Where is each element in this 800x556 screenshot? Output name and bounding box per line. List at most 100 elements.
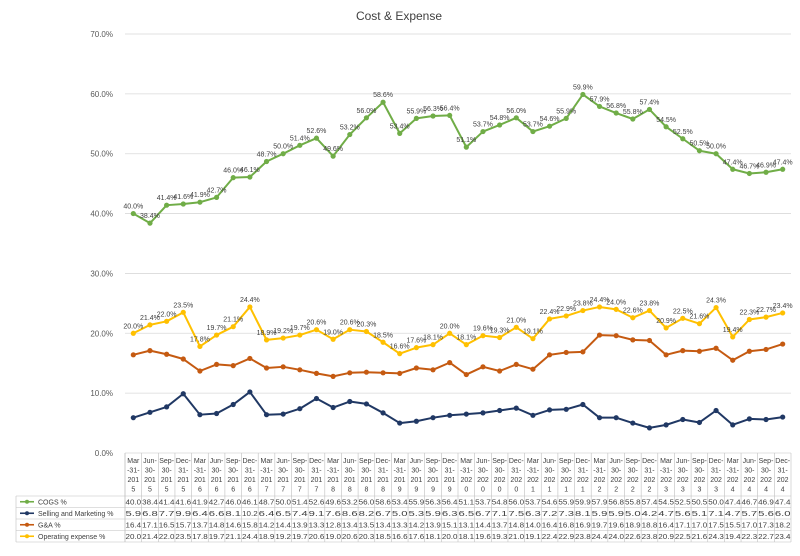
- data-point: [513, 361, 519, 368]
- data-point: [563, 313, 569, 319]
- data-label: 24.4%: [240, 297, 260, 304]
- data-label: 57.4%: [640, 99, 660, 106]
- x-tick-label-part: 1: [531, 487, 535, 494]
- data-point: [130, 210, 136, 217]
- x-tick-label-part: 202: [527, 477, 539, 484]
- x-tick-label-part: 201: [244, 477, 256, 484]
- data-label: 47.4%: [723, 159, 743, 166]
- x-tick-label-part: Sep-: [159, 458, 174, 465]
- x-tick-label-part: -31-: [726, 468, 739, 475]
- x-tick-label: Sep- 30- 202 3: [692, 458, 707, 494]
- x-tick-label: Mar -31- 202 1: [527, 458, 540, 494]
- x-tick-label-part: 0: [514, 487, 518, 494]
- data-label: 40.0%: [123, 204, 143, 211]
- data-point: [613, 415, 619, 421]
- data-point: [680, 315, 686, 321]
- data-point: [213, 361, 220, 368]
- x-tick-label-part: 30-: [545, 468, 556, 475]
- data-label: 21.0%: [506, 317, 526, 324]
- x-tick-label-part: 7: [315, 487, 319, 494]
- table-cell-value: 14.2: [259, 522, 275, 529]
- x-tick-label: Dec- 31- 202 1: [575, 458, 590, 494]
- data-label: 56.0%: [356, 108, 376, 115]
- data-point: [746, 348, 752, 354]
- x-tick-label: Sep- 30- 201 9: [426, 458, 441, 494]
- data-point: [730, 166, 736, 172]
- x-tick-label-part: 30-: [678, 468, 689, 475]
- x-tick-label-part: 8: [348, 487, 352, 494]
- data-point: [630, 337, 636, 343]
- table-cell-value: 13.7: [192, 522, 208, 529]
- data-label: 17.6%: [406, 338, 426, 345]
- data-point: [164, 404, 170, 410]
- data-point: [630, 116, 636, 122]
- x-tick-label-part: 202: [460, 477, 472, 484]
- table-cell-value: 5.6: [758, 511, 774, 518]
- table-cell-value: 21.6: [692, 534, 708, 541]
- x-tick-label-part: 202: [510, 477, 522, 484]
- x-tick-label-part: 30-: [611, 468, 622, 475]
- data-point: [180, 391, 186, 397]
- table-cell-value: 13.9: [292, 522, 308, 529]
- data-point: [197, 412, 203, 418]
- table-cell-value: 17.1: [675, 522, 691, 529]
- x-tick-label: Jun- 30- 202 0: [476, 458, 490, 494]
- data-label: 55.9%: [556, 108, 576, 115]
- data-point: [380, 370, 386, 376]
- data-label: 53.2%: [340, 125, 360, 132]
- data-label: 52.5%: [673, 129, 693, 136]
- x-tick-label-part: Sep-: [426, 458, 441, 465]
- data-point: [580, 401, 586, 408]
- data-label: 41.4%: [157, 195, 177, 202]
- data-point: [330, 404, 336, 411]
- data-point: [363, 369, 370, 375]
- x-tick-label-part: Mar: [327, 458, 340, 465]
- data-label: 19.6%: [473, 326, 493, 333]
- table-cell-value: 20.6: [342, 534, 358, 541]
- table-cell-value: 22.4: [542, 534, 558, 541]
- table-cell-value: 15.8: [242, 522, 258, 529]
- data-point: [546, 316, 553, 322]
- data-point: [430, 367, 436, 373]
- y-tick-label: 70.0%: [90, 30, 113, 39]
- x-tick-label-part: 30-: [478, 468, 489, 475]
- x-tick-label-part: 201: [344, 477, 356, 484]
- x-tick-label-part: -31-: [527, 468, 540, 475]
- table-cell-value: 55.9: [558, 499, 574, 506]
- x-tick-label: Mar -31- 201 8: [327, 458, 340, 494]
- x-tick-label-part: 202: [660, 477, 672, 484]
- table-cell-value: 24.3: [708, 534, 724, 541]
- data-point: [347, 327, 353, 333]
- data-point: [646, 307, 653, 314]
- x-tick-label: Sep- 30- 202 2: [625, 458, 640, 494]
- table-cell-value: 6.7: [375, 511, 391, 518]
- data-label: 19.2%: [273, 328, 293, 335]
- table-cell-value: 23.5: [175, 534, 191, 541]
- table-cell-value: 53.7: [475, 499, 491, 506]
- table-cell-value: 6.5: [275, 511, 291, 518]
- y-tick-label: 10.0%: [90, 389, 113, 398]
- data-label: 41.6%: [173, 194, 193, 201]
- table-cell-value: 57.4: [642, 499, 658, 506]
- data-point: [480, 128, 486, 135]
- data-point: [780, 310, 786, 316]
- legend-series-name: Selling and Marketing %: [38, 511, 114, 518]
- x-tick-label: Jun- 30- 202 1: [543, 458, 557, 494]
- data-point: [513, 115, 519, 121]
- x-tick-label-part: 202: [477, 477, 489, 484]
- x-tick-label-part: 31-: [778, 468, 789, 475]
- x-tick-label-part: Jun-: [276, 458, 290, 465]
- x-tick-label-part: 201: [444, 477, 456, 484]
- x-tick-label: Dec- 31- 201 9: [442, 458, 457, 494]
- table-cell-value: 16.4: [658, 522, 674, 529]
- data-label: 56.3%: [423, 106, 443, 113]
- table-cell-value: 13.7: [492, 522, 508, 529]
- table-cell-value: 14.4: [475, 522, 491, 529]
- data-label: 19.7%: [207, 325, 227, 332]
- data-point: [330, 153, 336, 159]
- x-tick-label-part: Mar: [394, 458, 407, 465]
- data-point: [580, 307, 586, 314]
- data-label: 47.4%: [773, 159, 793, 166]
- table-cell-value: 41.4: [159, 499, 175, 506]
- table-cell-value: 23.8: [642, 534, 658, 541]
